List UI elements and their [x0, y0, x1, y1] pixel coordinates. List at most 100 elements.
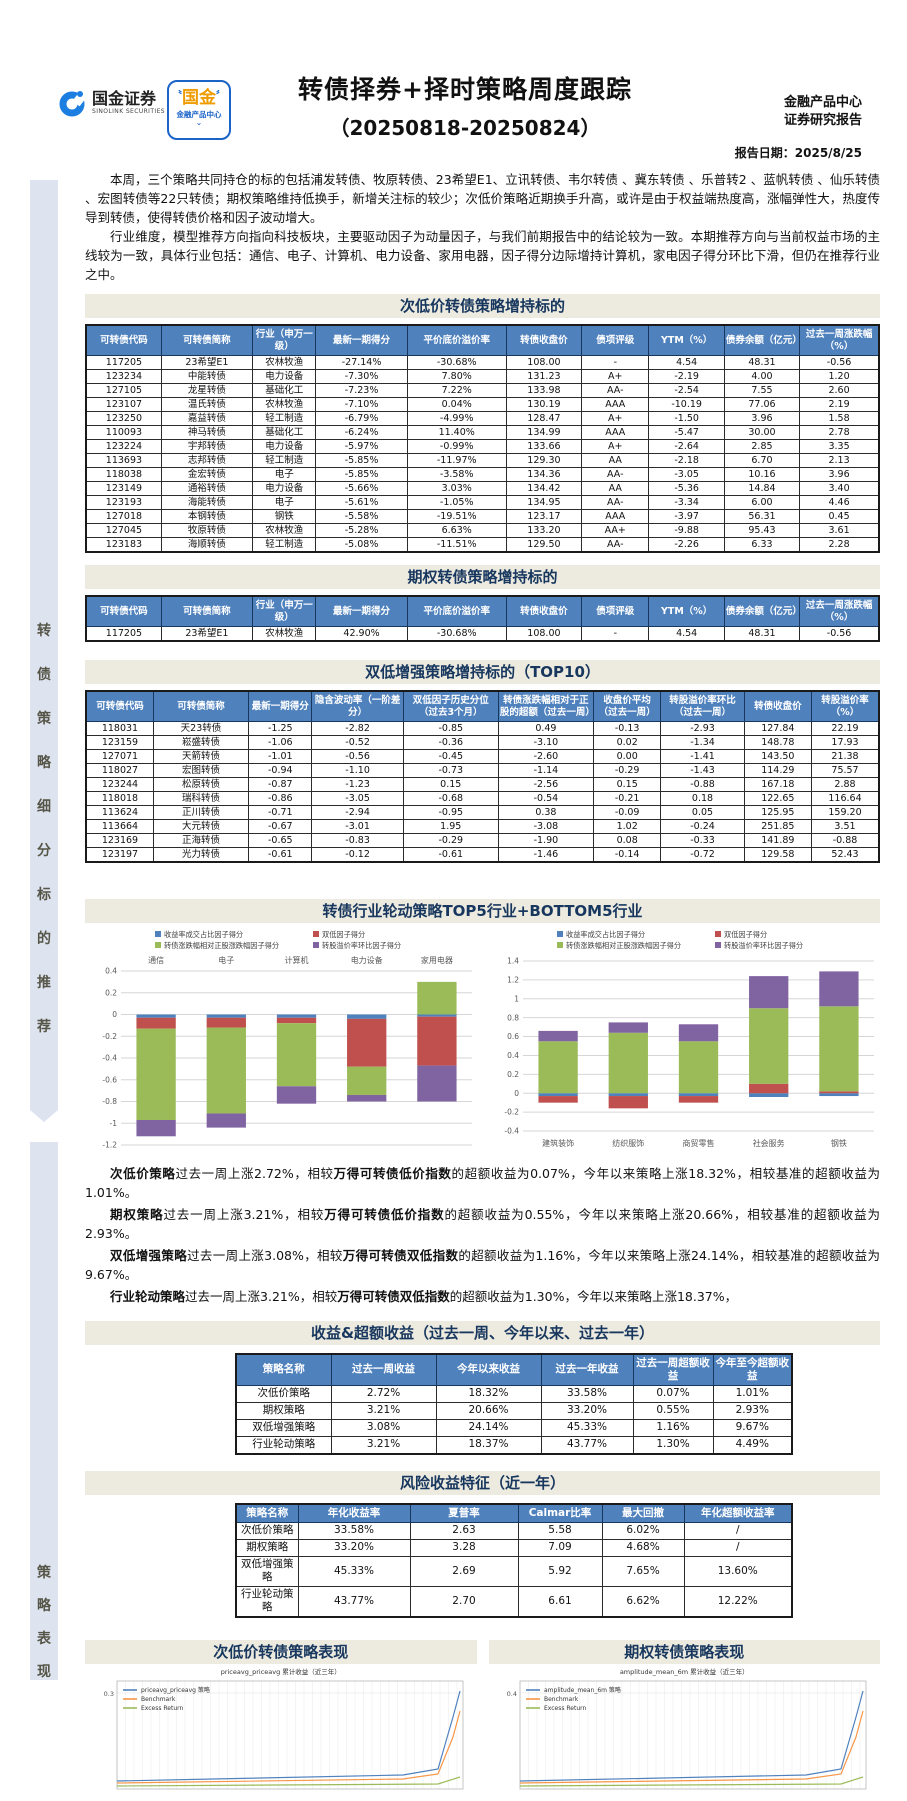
- y-tick-label: 1.4: [507, 957, 519, 966]
- banner-char: 略: [37, 1598, 51, 1614]
- table-row: 117205 23希望E1 农林牧渔 42.90% -30.68% 108.00-4.54…: [85, 626, 880, 642]
- table-cell: 双低增强策略: [235, 1555, 299, 1587]
- column-header: 转债涨跌幅相对于正股的超额（过去一周）: [497, 690, 595, 722]
- table-cell: 钢铁: [252, 509, 317, 524]
- table-cell: -7.23%: [315, 383, 408, 398]
- category-label: 纺织服饰: [612, 1138, 644, 1148]
- table-header-row: 策略名称 年化收益率 夏普率 Calmar比率 最大回撤 年化超额收益率: [235, 1503, 793, 1523]
- table-cell: 轻工制造: [252, 537, 317, 553]
- table-cell: 2.93%: [712, 1401, 793, 1420]
- legend-swatch: [155, 931, 161, 937]
- table-cell: 7.22%: [406, 383, 507, 398]
- table-cell: 2.28: [799, 537, 880, 553]
- bar-segment: [417, 1065, 457, 1102]
- legend-label: 转股溢价率环比因子得分: [322, 941, 402, 950]
- table-cell: 0.00: [592, 749, 662, 764]
- page-title: 转债择券+择时策略周度跟踪 （20250818-20250824）: [245, 70, 685, 141]
- table-cell: -0.33: [660, 833, 745, 848]
- table-cell: -0.73: [402, 763, 499, 778]
- table-cell: 嘉益转债: [160, 411, 254, 426]
- table-cell: -0.67: [248, 819, 313, 834]
- table-cell: -2.18: [648, 453, 725, 468]
- table-cell: 133.98: [505, 383, 583, 398]
- table-cell: 电子: [252, 495, 317, 510]
- table-cell: 33.58%: [297, 1521, 411, 1540]
- table-cell: AAA: [581, 397, 650, 412]
- table-cell: 神马转债: [160, 425, 254, 440]
- y-tick-label: 0.4: [507, 1690, 517, 1698]
- table-cell: -2.64: [648, 439, 725, 454]
- column-header: 债项评级: [581, 595, 650, 627]
- table-cell: 0.55%: [632, 1401, 714, 1420]
- table-cell: 108.00: [505, 626, 583, 642]
- table-cell: -0.12: [311, 847, 404, 863]
- legend-item: 转股溢价率环比因子得分: [313, 940, 478, 951]
- legend-swatch: [313, 931, 319, 937]
- table-cell: 114.29: [743, 763, 813, 778]
- table-row: 123250 嘉益转债 轻工制造 -6.79% -4.99% 128.47 A+ -1.50 3…: [85, 411, 880, 426]
- bar-segment: [608, 1022, 648, 1033]
- bottom5-industry-chart: 收益率成交占比因子得分 双低因子得分 转债涨跌幅相对正股涨跌幅因子得分 转股溢价率环比…: [487, 929, 880, 1157]
- section-title-double-low: 双低增强策略增持标的（TOP10）: [85, 660, 880, 684]
- column-header: 过去一周超额收益: [632, 1353, 714, 1386]
- table-cell: 崧盛转债: [152, 735, 250, 750]
- banner-char: 表: [37, 1631, 51, 1647]
- table-header-row: 策略名称 过去一周收益 今年以来收益 过去一年收益 过去一周超额收益 今年至今超额收益: [235, 1353, 793, 1386]
- table-cell: 159.20: [811, 805, 880, 820]
- table-cell: 0.04%: [406, 397, 507, 412]
- table-cell: 1.58: [799, 411, 880, 426]
- column-header: 策略名称: [235, 1353, 332, 1386]
- table-cell: 3.35: [799, 439, 880, 454]
- table-cell: 134.36: [505, 467, 583, 482]
- y-tick-label: 0.2: [105, 988, 117, 997]
- table-header-row: 可转债代码 可转债简称 行业（申万一级） 最新一期得分 平价底价溢价率 转债收盘价 债项评级…: [85, 595, 880, 627]
- table-cell: 77.06: [723, 397, 801, 412]
- legend-label: 双低因子得分: [322, 930, 366, 939]
- table-cell: -0.71: [248, 805, 313, 820]
- table-cell: 2.19: [799, 397, 880, 412]
- logo-title: 国金证券: [92, 89, 157, 108]
- table-cell: A+: [581, 411, 650, 426]
- table-cell: 光力转债: [152, 847, 250, 863]
- table-cell: 4.49%: [712, 1435, 793, 1454]
- table-cell: 宏图转债: [152, 763, 250, 778]
- table-cell: 1.16%: [632, 1418, 714, 1437]
- table-cell: -0.83: [311, 833, 404, 848]
- table-cell: 123234: [85, 369, 162, 384]
- table-cell: -2.94: [311, 805, 404, 820]
- table-cell: AA: [581, 453, 650, 468]
- table-cell: 4.00: [723, 369, 801, 384]
- table-cell: 129.50: [505, 537, 583, 553]
- table-cell: 13.60%: [683, 1555, 793, 1587]
- table-cell: -3.01: [311, 819, 404, 834]
- bar-segment: [136, 1014, 176, 1018]
- table-cell: 2.85: [723, 439, 801, 454]
- table-cell: 7.80%: [406, 369, 507, 384]
- table-cell: 10.16: [723, 467, 801, 482]
- table-cell: 33.58%: [540, 1384, 634, 1403]
- table-cell: 0.49: [497, 721, 594, 736]
- legend-label: 收益率成交占比因子得分: [164, 930, 244, 939]
- table-cell: 6.33: [723, 537, 801, 553]
- legend-item: 转债涨跌幅相对正股涨跌幅因子得分: [557, 940, 715, 951]
- report-title-line1: 转债择券+择时策略周度跟踪: [298, 75, 632, 104]
- table-cell: -5.85%: [315, 467, 408, 482]
- table-header-row: 可转债代码 可转债简称 最新一期得分 隐含波动率（一阶差分） 双低因子历史分位（过去3个…: [85, 690, 880, 722]
- banner-char: 债: [37, 667, 51, 683]
- table-cell: -19.51%: [406, 509, 507, 524]
- table-cell: 0.18: [660, 791, 745, 806]
- table-cell: 30.00: [723, 425, 801, 440]
- y-tick-label: -0.4: [102, 1054, 117, 1063]
- table-cell: 1.01%: [712, 1384, 793, 1403]
- column-header: 最新一期得分: [248, 690, 313, 722]
- column-header: 今年至今超额收益: [712, 1353, 793, 1386]
- table-cell: -: [581, 355, 650, 370]
- table-cell: 122.65: [743, 791, 813, 806]
- table-cell: AA-: [581, 383, 650, 398]
- table-row: 118018 瑞科转债 -0.86 -3.05 -0.68 -0.54 -0.21 0.18 1…: [85, 791, 880, 806]
- table-cell: 131.23: [505, 369, 583, 384]
- table-cell: 行业轮动策略: [235, 1585, 299, 1617]
- table-cell: -0.21: [592, 791, 662, 806]
- legend-label: priceavg_priceavg 策略: [141, 1686, 210, 1694]
- bar-segment: [276, 1023, 317, 1087]
